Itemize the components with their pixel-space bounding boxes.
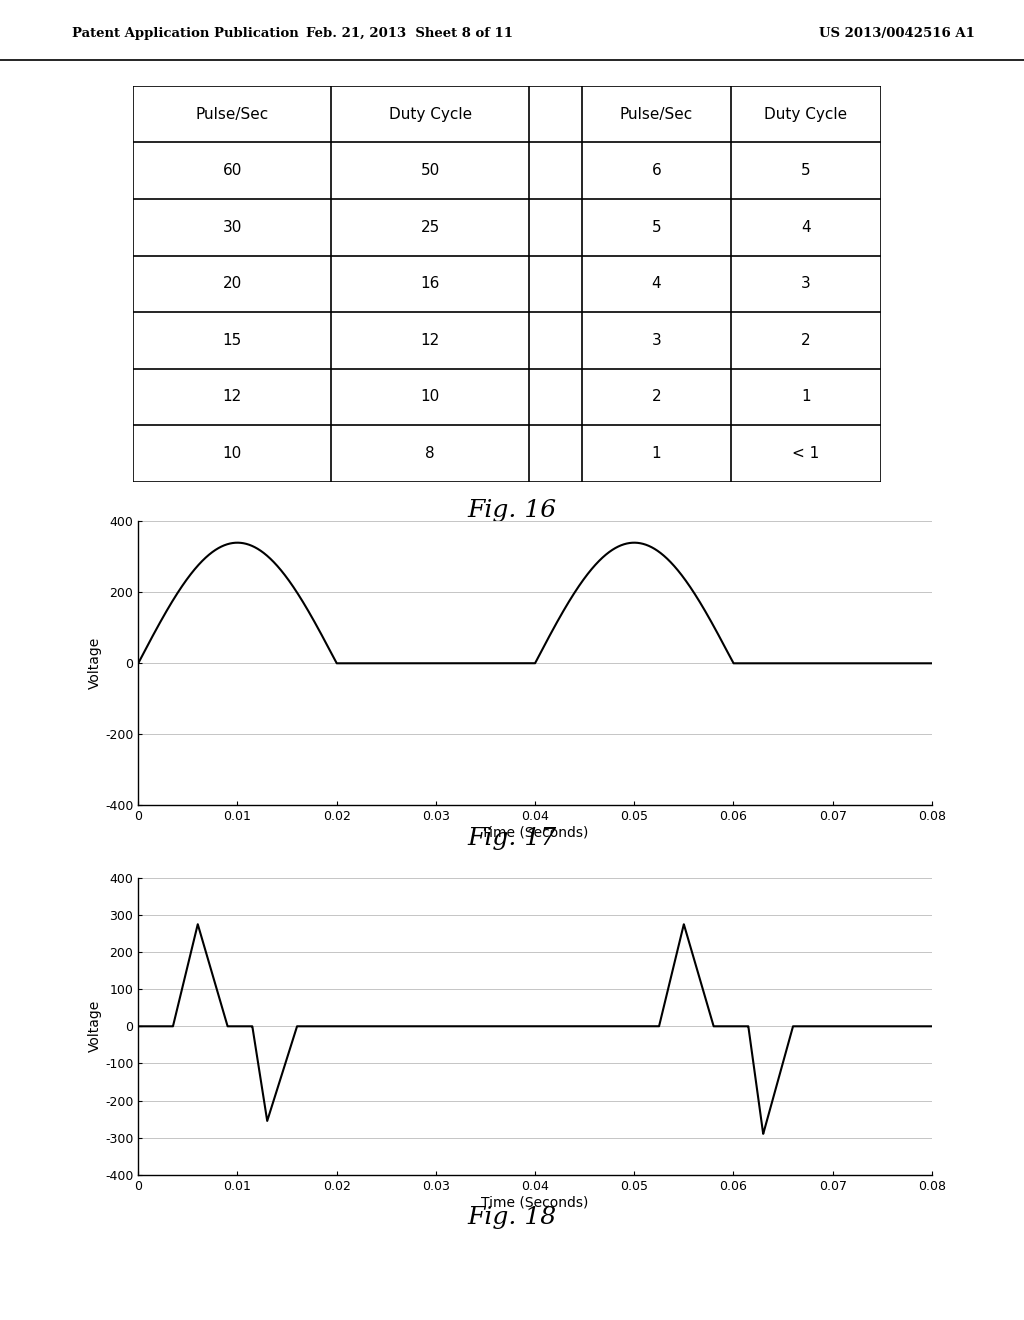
Text: 8: 8	[425, 446, 435, 461]
Text: 1: 1	[801, 389, 811, 404]
Text: Pulse/Sec: Pulse/Sec	[196, 107, 268, 121]
Text: 20: 20	[222, 276, 242, 292]
Text: Duty Cycle: Duty Cycle	[389, 107, 472, 121]
Text: 5: 5	[651, 219, 662, 235]
Text: 5: 5	[801, 164, 811, 178]
Text: Patent Application Publication: Patent Application Publication	[72, 28, 298, 40]
Text: < 1: < 1	[793, 446, 819, 461]
Y-axis label: Voltage: Voltage	[88, 1001, 102, 1052]
Text: Fig. 18: Fig. 18	[467, 1205, 557, 1229]
Text: 25: 25	[421, 219, 440, 235]
Text: Pulse/Sec: Pulse/Sec	[620, 107, 693, 121]
X-axis label: Time (Seconds): Time (Seconds)	[481, 1196, 589, 1209]
Text: 4: 4	[801, 219, 811, 235]
Text: 10: 10	[222, 446, 242, 461]
Text: 6: 6	[651, 164, 662, 178]
Text: 12: 12	[222, 389, 242, 404]
Text: 30: 30	[222, 219, 242, 235]
Text: Feb. 21, 2013  Sheet 8 of 11: Feb. 21, 2013 Sheet 8 of 11	[306, 28, 513, 40]
Text: 15: 15	[222, 333, 242, 348]
Text: 12: 12	[421, 333, 440, 348]
Text: US 2013/0042516 A1: US 2013/0042516 A1	[819, 28, 975, 40]
Text: 3: 3	[651, 333, 662, 348]
Text: Fig. 16: Fig. 16	[467, 499, 557, 523]
Text: 50: 50	[421, 164, 440, 178]
Text: 4: 4	[651, 276, 662, 292]
Text: 60: 60	[222, 164, 242, 178]
Text: Fig. 17: Fig. 17	[467, 826, 557, 850]
Text: 2: 2	[801, 333, 811, 348]
Text: 10: 10	[421, 389, 440, 404]
Text: 3: 3	[801, 276, 811, 292]
Text: 1: 1	[651, 446, 662, 461]
Text: 16: 16	[421, 276, 440, 292]
Y-axis label: Voltage: Voltage	[88, 638, 102, 689]
X-axis label: Time (Seconds): Time (Seconds)	[481, 826, 589, 840]
Text: Duty Cycle: Duty Cycle	[764, 107, 848, 121]
Text: 2: 2	[651, 389, 662, 404]
